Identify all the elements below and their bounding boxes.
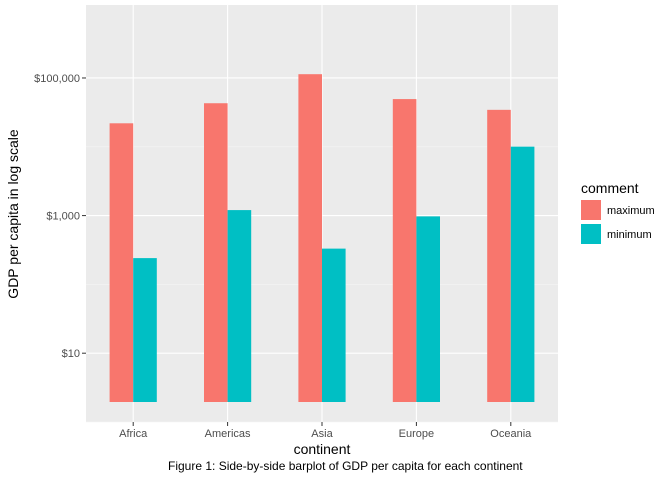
y-tick-label: $10: [62, 348, 80, 360]
x-tick-label: Europe: [399, 428, 434, 440]
legend: comment maximum minimum: [581, 180, 655, 244]
x-axis-title: continent: [294, 441, 351, 457]
bar-minimum-oceania: [510, 146, 535, 402]
bar-minimum-americas: [227, 210, 252, 402]
bar-minimum-europe: [416, 216, 440, 402]
bar-minimum-africa: [133, 258, 157, 402]
bar-minimum-asia: [322, 248, 346, 402]
legend-key-maximum: [581, 200, 601, 220]
bars: [109, 74, 535, 403]
legend-label-maximum: maximum: [607, 205, 655, 217]
x-axis: Africa Americas Asia Europe Oceania: [119, 422, 532, 440]
bar-maximum-europe: [392, 99, 417, 402]
x-tick-label: Oceania: [490, 428, 532, 440]
figure-caption: Figure 1: Side-by-side barplot of GDP pe…: [168, 459, 523, 473]
bar-maximum-asia: [298, 74, 322, 403]
legend-title: comment: [581, 180, 639, 196]
bar-maximum-americas: [204, 103, 228, 402]
y-tick-label: $100,000: [34, 73, 80, 85]
bar-maximum-africa: [109, 123, 134, 403]
legend-label-minimum: minimum: [607, 229, 652, 241]
y-tick-label: $1,000: [46, 211, 80, 223]
x-tick-label: Americas: [205, 428, 251, 440]
y-axis-title: GDP per capita in log scale: [5, 129, 21, 299]
legend-key-minimum: [581, 224, 601, 244]
y-axis: $10 $1,000 $100,000: [34, 73, 86, 360]
bar-maximum-oceania: [487, 109, 511, 403]
x-tick-label: Africa: [119, 428, 148, 440]
x-tick-label: Asia: [311, 428, 333, 440]
